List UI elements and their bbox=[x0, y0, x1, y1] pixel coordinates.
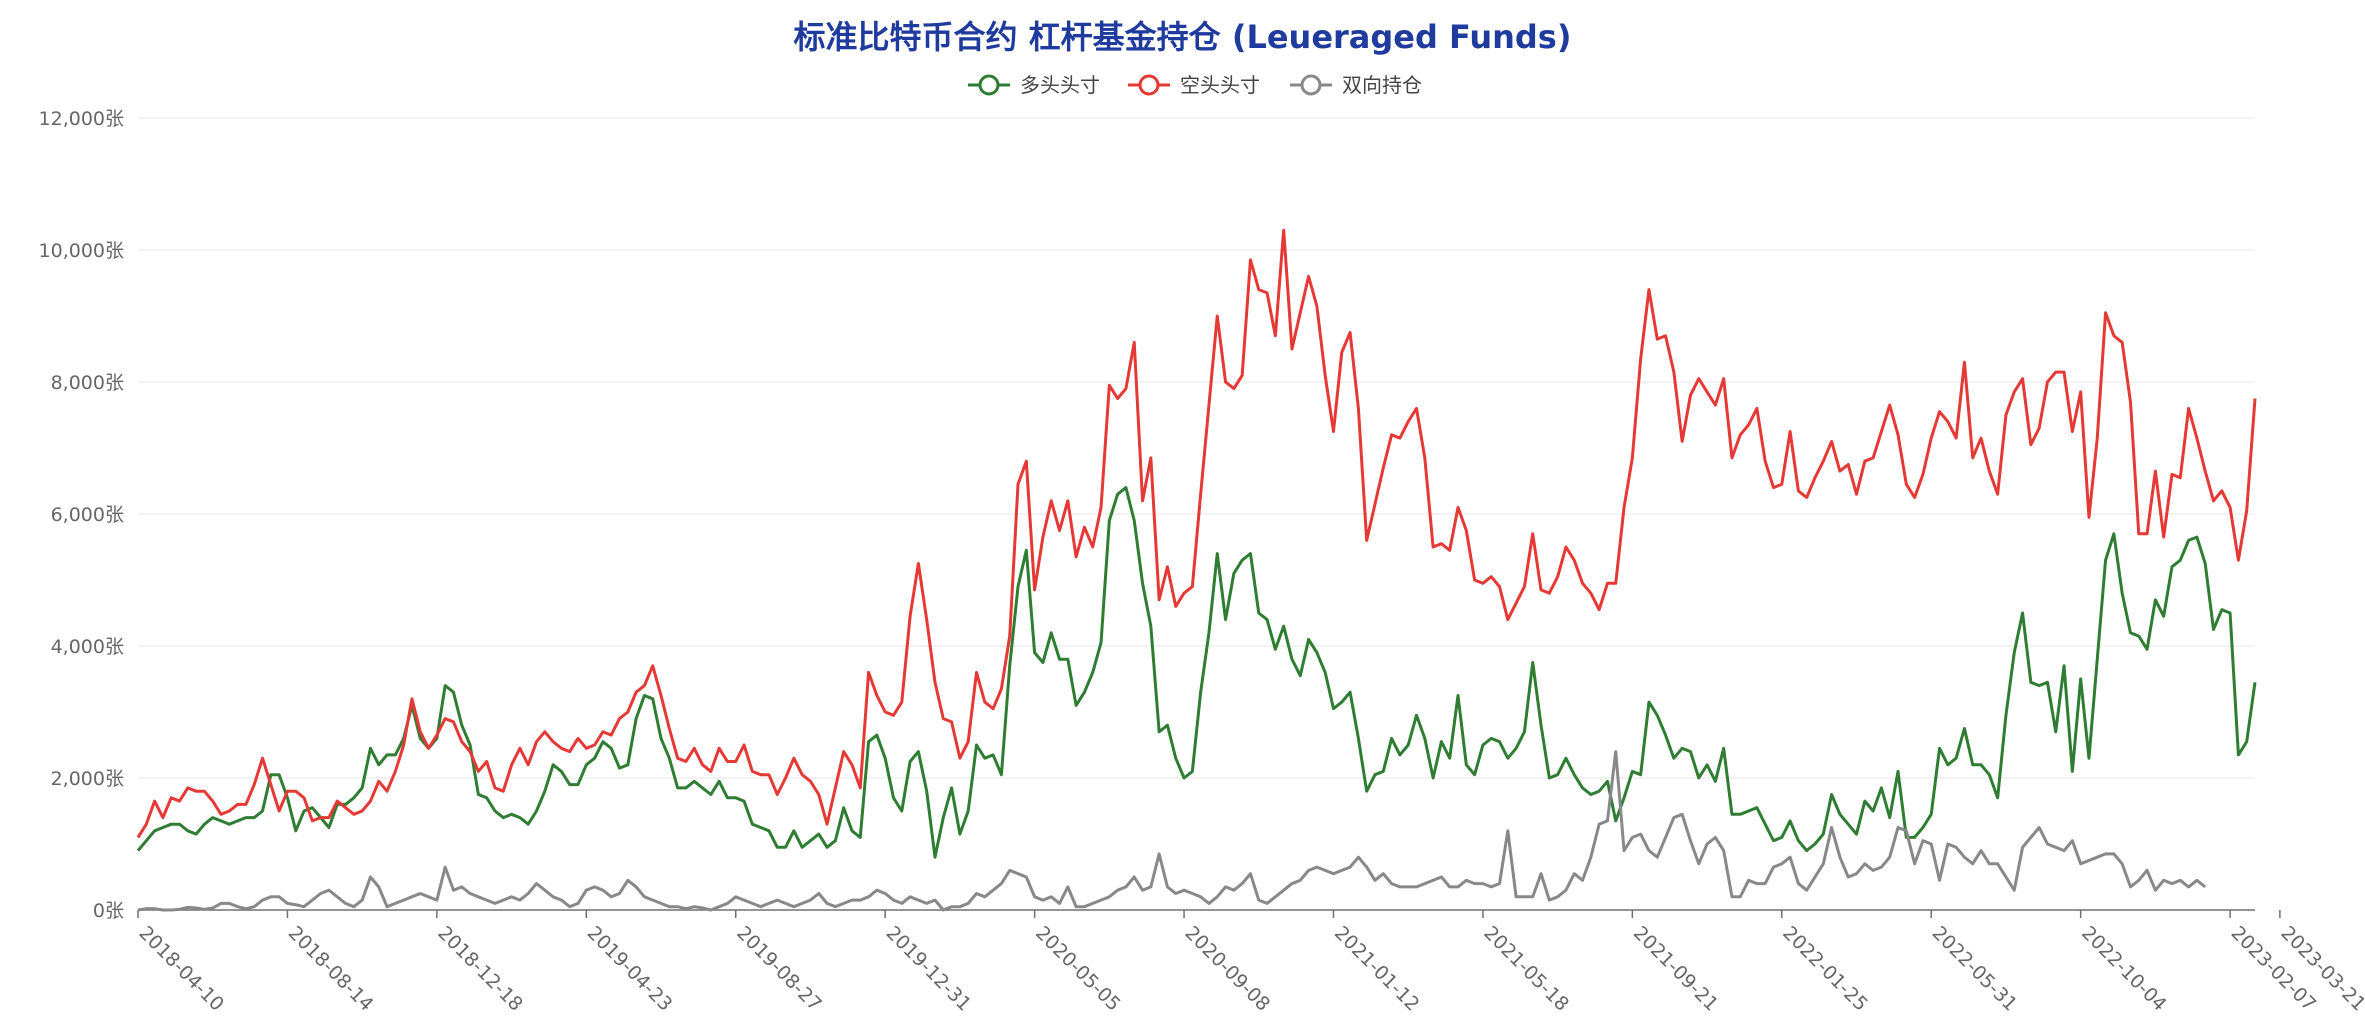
x-tick-label: 2022-01-25 bbox=[1778, 922, 1872, 1016]
x-tick-label: 2018-12-18 bbox=[433, 922, 527, 1016]
legend-circle-icon bbox=[1300, 74, 1322, 96]
x-tick-label: 2022-10-04 bbox=[2077, 922, 2171, 1016]
x-tick-label: 2019-04-23 bbox=[583, 922, 677, 1016]
x-tick-label: 2022-05-31 bbox=[1928, 922, 2022, 1016]
x-tick-label: 2021-05-18 bbox=[1479, 922, 1573, 1016]
legend-item-0[interactable]: 多头头寸 bbox=[968, 73, 1100, 97]
legend-label: 多头头寸 bbox=[1020, 73, 1100, 97]
legend-label: 空头头寸 bbox=[1180, 73, 1260, 97]
y-tick-label: 0张 bbox=[93, 900, 124, 922]
legend-item-2[interactable]: 双向持仓 bbox=[1290, 73, 1422, 97]
x-tick-label: 2021-09-21 bbox=[1629, 922, 1723, 1016]
x-tick-label: 2019-08-27 bbox=[732, 922, 826, 1016]
y-tick-label: 12,000张 bbox=[39, 108, 124, 130]
grid-lines bbox=[138, 117, 2255, 911]
x-tick-label: 2020-09-08 bbox=[1181, 922, 1275, 1016]
x-tick-label: 2021-01-12 bbox=[1330, 922, 1424, 1016]
y-tick-label: 4,000张 bbox=[51, 636, 124, 658]
series-lines bbox=[136, 228, 2257, 912]
legend-circle-icon bbox=[1138, 74, 1160, 96]
legend-item-1[interactable]: 空头头寸 bbox=[1128, 73, 1260, 97]
series-line-2 bbox=[137, 750, 2207, 912]
y-tick-label: 6,000张 bbox=[51, 504, 124, 526]
x-tick-label: 2020-05-05 bbox=[1031, 922, 1125, 1016]
legend-circle-icon bbox=[978, 74, 1000, 96]
y-tick-label: 10,000张 bbox=[39, 240, 124, 262]
x-tick-label: 2018-04-10 bbox=[134, 922, 228, 1016]
series-line-0 bbox=[136, 486, 2257, 859]
y-tick-label: 2,000张 bbox=[51, 768, 124, 790]
y-tick-label: 8,000张 bbox=[51, 372, 124, 394]
chart-title: 标准比特币合约 杠杆基金持仓 (Leueraged Funds) bbox=[793, 18, 1572, 56]
x-tick-label: 2018-08-14 bbox=[284, 922, 378, 1016]
series-line-1 bbox=[136, 228, 2257, 839]
x-tick-label: 2019-12-31 bbox=[882, 922, 976, 1016]
legend-label: 双向持仓 bbox=[1342, 73, 1422, 97]
legend[interactable]: 多头头寸 空头头寸 双向持仓 bbox=[968, 73, 1422, 97]
